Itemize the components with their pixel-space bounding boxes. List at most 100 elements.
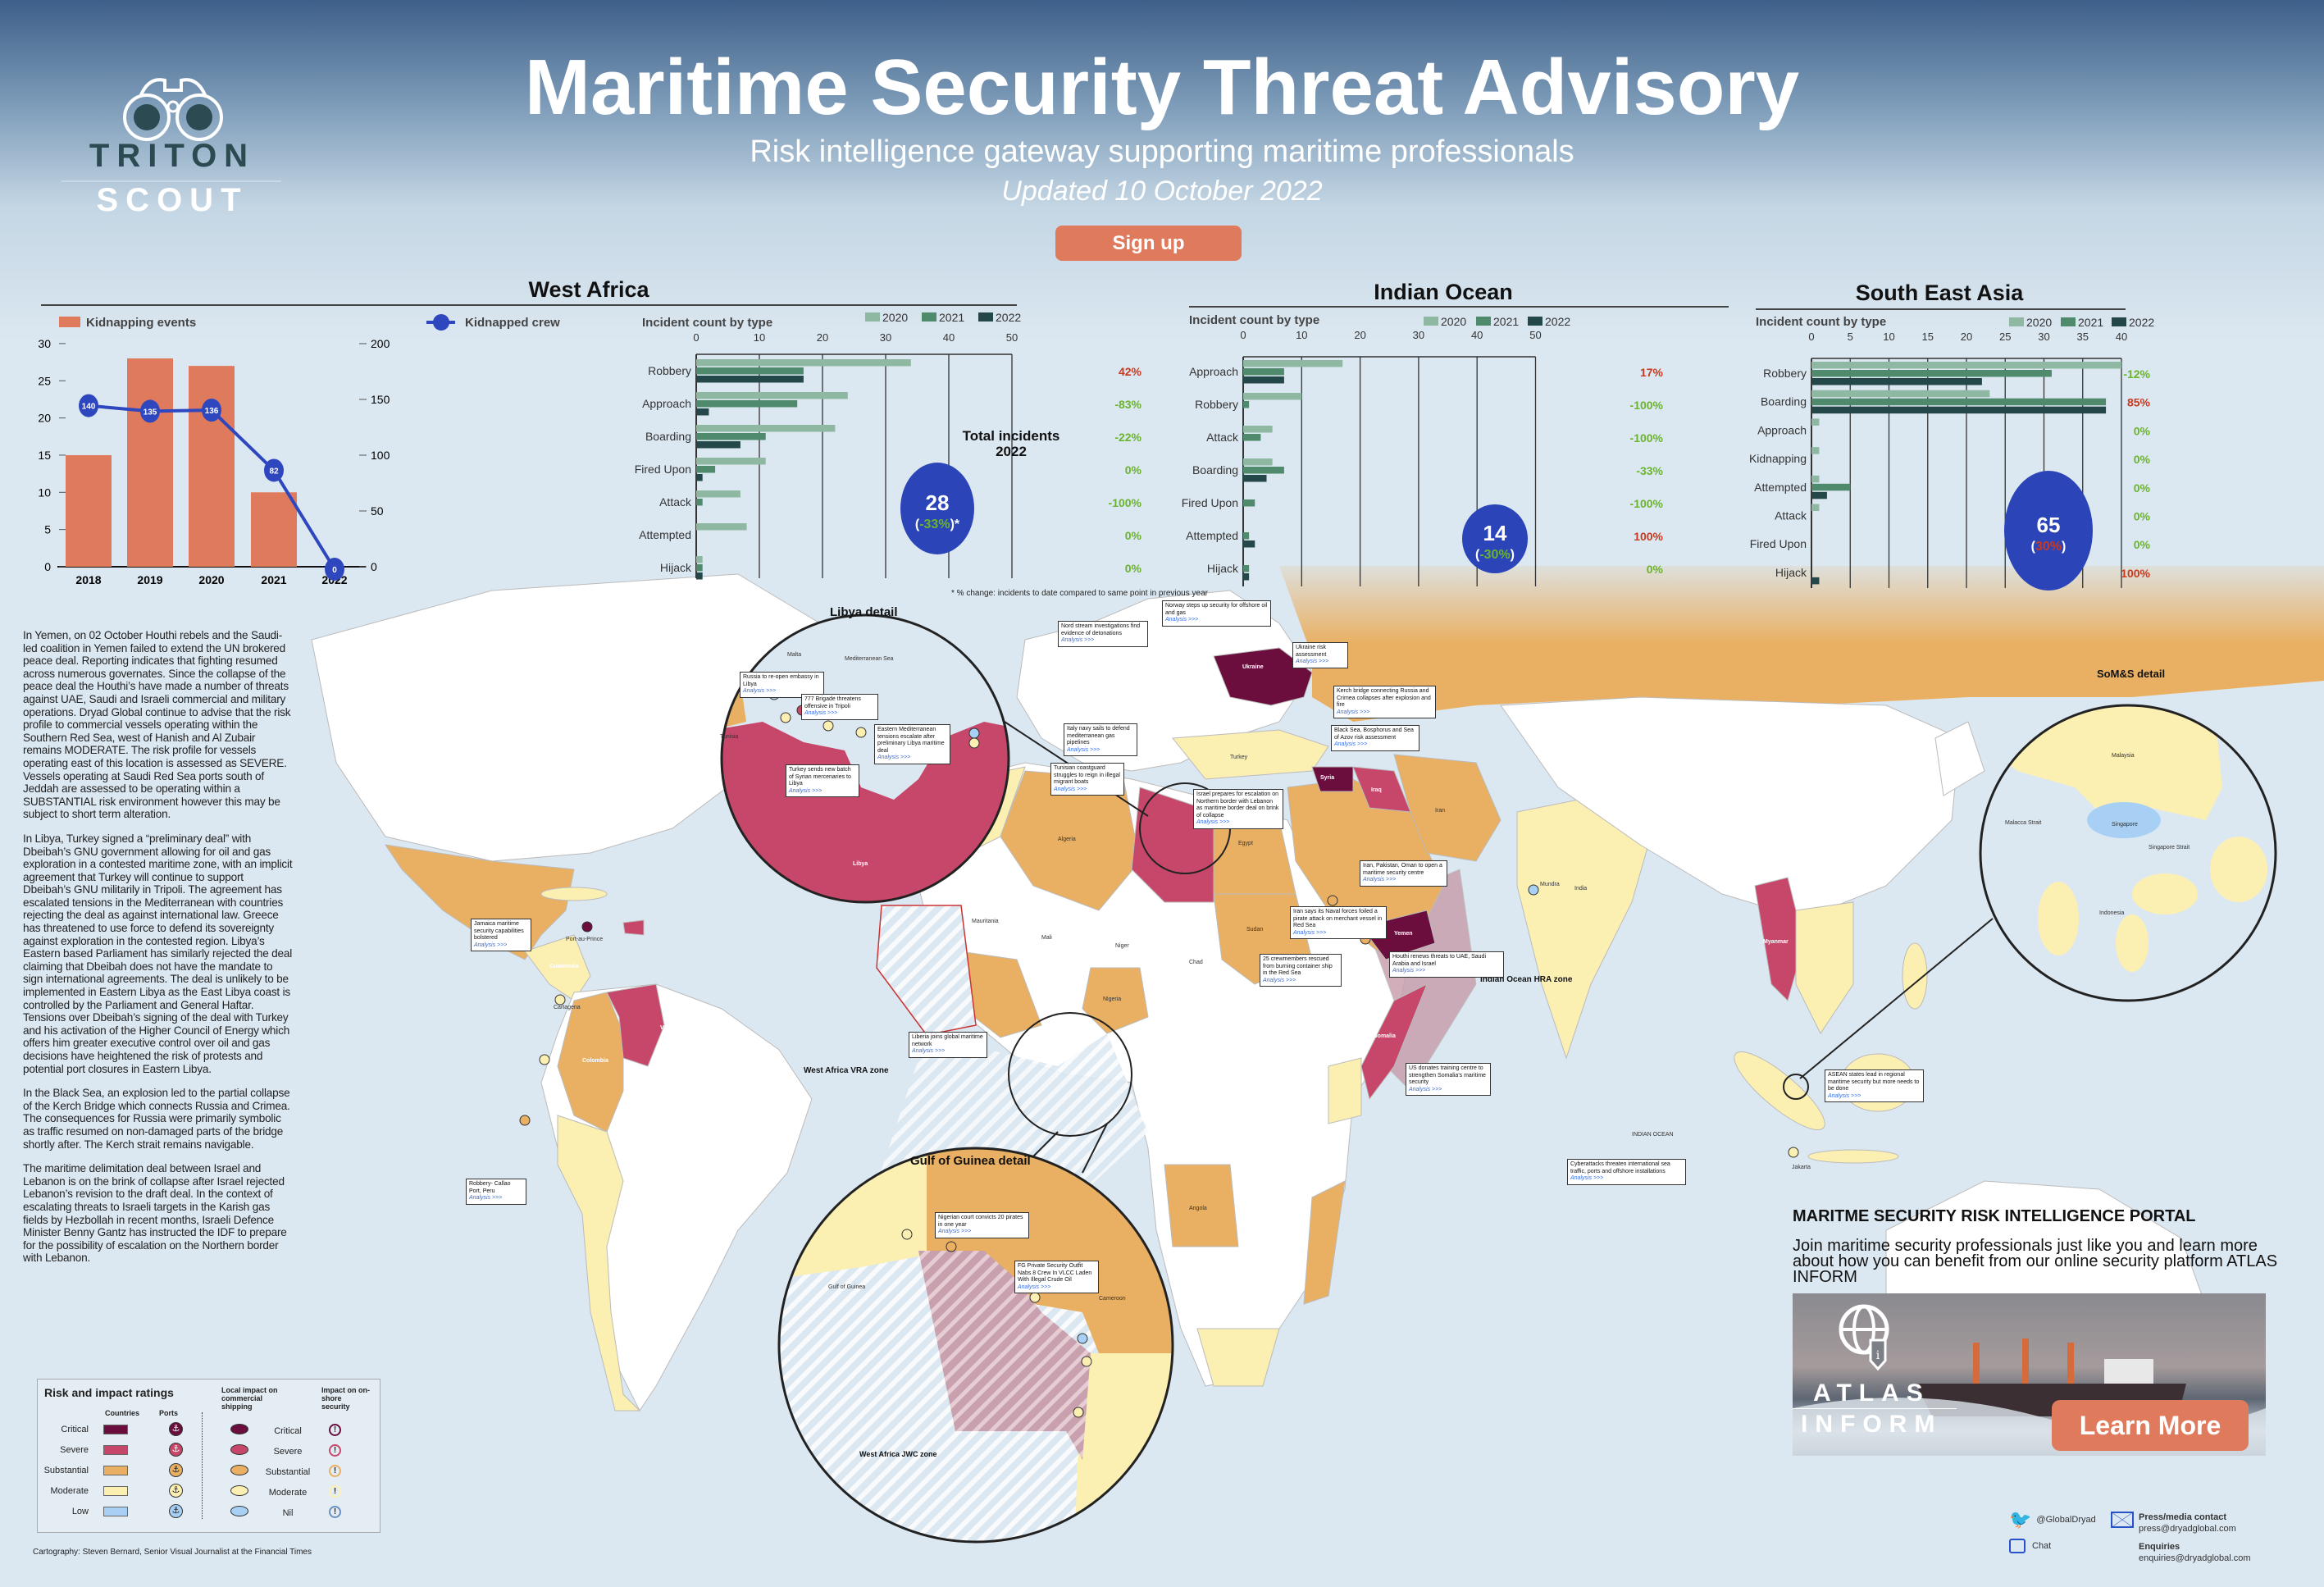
analysis-link[interactable]: Analysis >>>	[1570, 1175, 1604, 1181]
chat-link[interactable]: Chat	[2009, 1539, 2051, 1553]
news-callout[interactable]: Black Sea, Bosphorus and Sea of Azov ris…	[1331, 725, 1419, 751]
analysis-link[interactable]: Analysis >>>	[1263, 977, 1296, 983]
legend-swatch-2020	[2009, 317, 2024, 326]
twitter-icon: 🐦	[2009, 1509, 2032, 1530]
analysis-link[interactable]: Analysis >>>	[912, 1048, 946, 1054]
pct-change: 0%	[1125, 529, 1142, 542]
pct-change: 0%	[2134, 510, 2151, 523]
analysis-link[interactable]: Analysis >>>	[938, 1229, 972, 1234]
news-callout[interactable]: 777 Brigade threatens offensive in Tripo…	[801, 694, 878, 720]
divider	[1756, 308, 2126, 310]
news-callout[interactable]: US donates training centre to strengthen…	[1406, 1063, 1491, 1096]
news-callout[interactable]: Cyberattacks threaten international sea …	[1567, 1159, 1686, 1185]
chart-title: Incident count by type	[1189, 313, 1319, 327]
java	[1807, 1149, 1899, 1164]
pct-change: 0%	[2134, 538, 2151, 551]
category-label: Attempted	[1186, 529, 1238, 542]
analysis-link[interactable]: Analysis >>>	[1296, 659, 1329, 664]
analysis-link[interactable]: Analysis >>>	[1392, 968, 1426, 974]
bar-2022	[696, 572, 703, 580]
category-label: Fired Upon	[635, 463, 691, 476]
bar-2020	[696, 359, 911, 367]
callout-text: 777 Brigade threatens offensive in Tripo…	[804, 696, 861, 709]
analysis-link[interactable]: Analysis >>>	[743, 688, 777, 694]
legend-swatch-2020	[865, 312, 880, 322]
pct-change: 0%	[1125, 562, 1142, 575]
news-callout[interactable]: Israel prepares for escalation on Northe…	[1193, 789, 1283, 829]
analysis-link[interactable]: Analysis >>>	[1337, 709, 1370, 715]
analysis-link[interactable]: Analysis >>>	[1363, 877, 1397, 882]
analysis-link[interactable]: Analysis >>>	[877, 755, 911, 760]
kidnapping-bar	[127, 358, 173, 567]
news-callout[interactable]: Robbery- Callao Port, Peru Analysis >>>	[466, 1179, 526, 1205]
region-title-south-east-asia: South East Asia	[1855, 280, 2024, 305]
y-tick-label-left: 0	[44, 560, 51, 573]
learn-more-button[interactable]: Learn More	[2052, 1400, 2249, 1451]
news-callout[interactable]: Iran, Pakistan, Oman to open a maritime …	[1360, 860, 1447, 887]
sumatra	[1734, 1051, 1825, 1131]
news-callout[interactable]: Kerch bridge connecting Russia and Crime…	[1333, 686, 1436, 718]
analysis-link[interactable]: Analysis >>>	[789, 787, 823, 794]
paren: (	[1475, 548, 1480, 562]
analysis-link[interactable]: Analysis >>>	[1067, 746, 1100, 753]
bar-2020	[1243, 393, 1302, 400]
news-callout[interactable]: Nigerian court convicts 20 pirates in on…	[935, 1212, 1029, 1238]
anchor-icon: ⚓	[169, 1443, 183, 1457]
legend-risk-label: Critical	[61, 1425, 89, 1434]
news-callout[interactable]: 25 crewmembers rescued from burning cont…	[1260, 954, 1342, 987]
news-callout[interactable]: Liberia joins global maritime network Ana…	[909, 1032, 987, 1058]
y-tick-label-left: 5	[44, 523, 51, 536]
analysis-link[interactable]: Analysis >>>	[1334, 741, 1368, 747]
news-callout[interactable]: Ukraine risk assessment Analysis >>>	[1292, 642, 1348, 668]
press-email[interactable]: press@dryadglobal.com	[2139, 1524, 2236, 1534]
analysis-link[interactable]: Analysis >>>	[804, 710, 838, 716]
twitter-link[interactable]: 🐦 @GlobalDryad	[2009, 1509, 2096, 1530]
news-callout[interactable]: Nord stream investigations find evidence…	[1058, 621, 1148, 647]
kidnapped-crew-point	[202, 399, 221, 422]
analysis-link[interactable]: Analysis >>>	[1293, 929, 1327, 936]
news-callout[interactable]: Tunisian coastguard struggles to reign i…	[1050, 763, 1124, 796]
paren: )	[2062, 540, 2066, 554]
bar-2021	[1243, 467, 1284, 474]
pct-change: -100%	[1109, 496, 1142, 509]
news-callout[interactable]: Italy navy sails to defend mediterranean…	[1064, 723, 1137, 756]
analysis-link[interactable]: Analysis >>>	[1061, 637, 1095, 643]
bar-2022	[696, 376, 804, 383]
syria	[1311, 766, 1354, 792]
enquiries-email[interactable]: enquiries@dryadglobal.com	[2139, 1553, 2251, 1563]
sign-up-button[interactable]: Sign up	[1055, 226, 1242, 261]
bar-2020	[1243, 458, 1273, 466]
news-callout[interactable]: Jamaica maritime security capabilities b…	[471, 919, 531, 951]
analysis-link[interactable]: Analysis >>>	[1828, 1092, 1861, 1099]
pct-change: -100%	[1630, 431, 1664, 445]
analysis-link[interactable]: Analysis >>>	[1018, 1284, 1051, 1290]
analysis-link[interactable]: Analysis >>>	[1165, 617, 1199, 622]
news-callout[interactable]: Norway steps up security for offshore oi…	[1162, 600, 1271, 627]
analysis-link[interactable]: Analysis >>>	[1409, 1086, 1442, 1092]
analysis-link[interactable]: Analysis >>>	[469, 1195, 503, 1201]
cartography-credit: Cartography: Steven Bernard, Senior Visu…	[33, 1548, 312, 1557]
analysis-link[interactable]: Analysis >>>	[1196, 819, 1230, 825]
news-callout[interactable]: FG Private Security Outfit Nabs 8 Crew I…	[1014, 1261, 1099, 1293]
legend-label-2020: 2020	[882, 311, 908, 324]
bar-2021	[1811, 398, 2107, 406]
map-label: Myanmar	[1763, 939, 1789, 945]
news-callout[interactable]: Eastern Mediterranean tensions escalate …	[874, 724, 950, 764]
analysis-link[interactable]: Analysis >>>	[1054, 786, 1087, 792]
news-callout[interactable]: Houthi renews threats to UAE, Saudi Arab…	[1389, 951, 1504, 978]
bar-2022	[696, 441, 740, 449]
press-contact: Press/media contact press@dryadglobal.co…	[2139, 1512, 2236, 1535]
pct-change: 85%	[2127, 396, 2151, 409]
analysis-link[interactable]: Analysis >>>	[474, 942, 508, 948]
inset-title-gulf-guinea: Gulf of Guinea detail	[910, 1154, 1031, 1168]
x-tick-label: 30	[2038, 331, 2049, 343]
news-callout[interactable]: ASEAN states lead in regional maritime s…	[1825, 1069, 1924, 1102]
data-label: 0	[332, 566, 337, 575]
news-callout[interactable]: Russia to re-open embassy in Libya Analys…	[740, 672, 824, 698]
legend-country-swatch-substantial	[103, 1466, 128, 1475]
news-callout[interactable]: Iran says its Naval forces foiled a pira…	[1290, 906, 1387, 939]
bar-2020	[1811, 390, 1990, 398]
data-label: 82	[269, 467, 279, 476]
y-tick-label-right: 100	[371, 449, 390, 462]
news-callout[interactable]: Turkey sends new batch of Syrian mercena…	[786, 764, 859, 797]
